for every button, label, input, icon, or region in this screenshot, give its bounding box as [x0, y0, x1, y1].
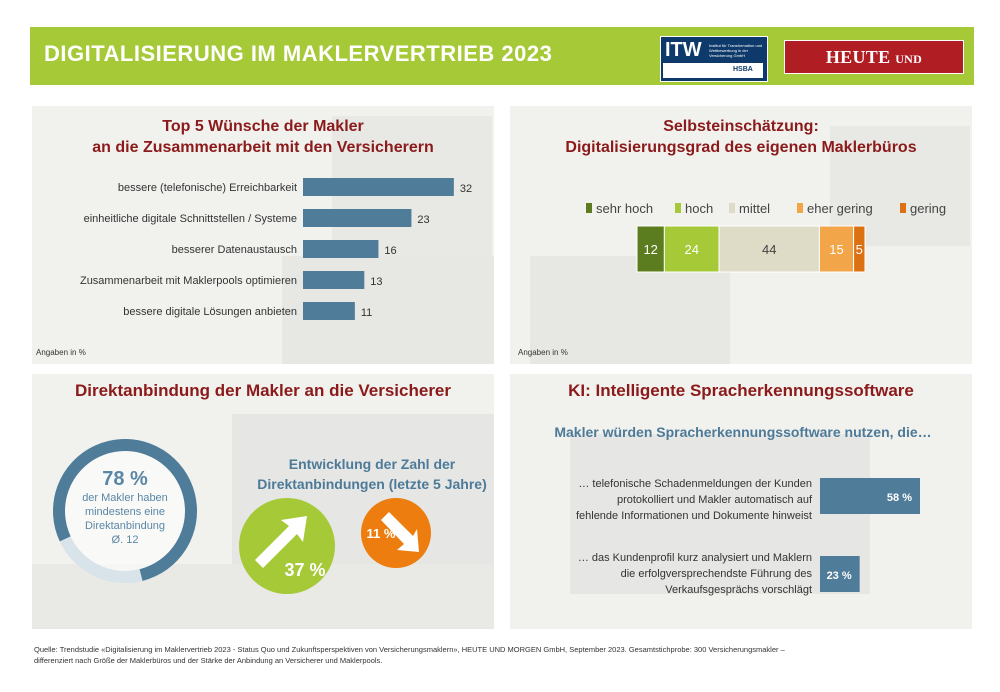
wishes-bar-chart: bessere (telefonische) Erreichbarkeit 32 e… — [80, 178, 472, 320]
stacked-segment — [853, 225, 866, 273]
legend-label: gering — [910, 201, 946, 216]
segment-value-label: 12 — [643, 242, 657, 257]
ki-item1-line2: protokolliert und Makler automatisch auf — [616, 494, 812, 506]
bar-value-label: 32 — [460, 183, 472, 195]
bar — [303, 240, 379, 258]
development-heading-line1: Entwicklung der Zahl der — [288, 456, 456, 472]
logo-word-heute: HEUTE — [825, 47, 891, 67]
direct-connection-donut — [53, 439, 197, 583]
stacked-segment — [818, 225, 855, 273]
header-banner: DIGITALISIERUNG IM MAKLERVERTRIEB 2023 I… — [30, 27, 974, 101]
hsba-logo: HSBA — [733, 66, 753, 73]
ki-item2-line3: Verkaufsgesprächs vorschlägt — [665, 584, 812, 596]
increase-circle: 37 % — [239, 498, 335, 594]
increase-label: 37 % — [284, 560, 325, 580]
source-note: Quelle: Trendstudie «Digitalisierung im … — [34, 644, 954, 666]
itw-logo: ITW Institut für Transformation und Wett… — [660, 36, 768, 82]
donut-line2: mindestens eine — [84, 506, 166, 518]
bar-category-label: Zusammenarbeit mit Maklerpools optimiere… — [80, 275, 297, 287]
ki-item2-text: … das Kundenprofil kurz analysiert und M… — [520, 550, 812, 598]
panel3-title: Direktanbindung der Makler an die Versic… — [74, 381, 452, 400]
legend-label: mittel — [739, 201, 770, 216]
legend-swatch — [586, 203, 592, 213]
development-heading: Entwicklung der Zahl der Direktanbindung… — [242, 454, 494, 494]
bar-value-label: 23 — [417, 214, 429, 226]
bar-category-label: bessere digitale Lösungen anbieten — [123, 306, 297, 318]
itw-logo-text: ITW — [665, 39, 702, 61]
panel-top5-wishes: Top 5 Wünsche der Makler an die Zusammen… — [32, 106, 494, 364]
segment-value-label: 44 — [762, 242, 776, 257]
bar-value-label: 13 — [370, 276, 382, 288]
page-title: DIGITALISIERUNG IM MAKLERVERTRIEB 2023 — [44, 41, 553, 66]
panel2-title-line1: Selbsteinschätzung: — [663, 118, 819, 135]
panel2-title-line2: Digitalisierungsgrad des eigenen Maklerb… — [565, 139, 917, 156]
logo-word-und: UND — [895, 52, 923, 66]
donut-line3: Direktanbindung — [84, 520, 166, 532]
decrease-label: 11 % — [367, 526, 396, 541]
legend-swatch — [675, 203, 681, 213]
bar — [303, 209, 412, 227]
panel4-title: KI: Intelligente Spracherkennungssoftwar… — [568, 381, 914, 400]
ki-bar-chart: 58 % 23 % — [820, 478, 920, 592]
ki-bar — [820, 478, 920, 514]
source-line2: differenziert nach Größe der Maklerbüros… — [34, 656, 383, 665]
logo-word-morgen: MORGEN — [831, 81, 917, 101]
panel1-title: Top 5 Wünsche der Makler an die Zusammen… — [32, 116, 494, 158]
panel-direct-connection: Direktanbindung der Makler an die Versic… — [32, 374, 494, 629]
stacked-segment — [718, 225, 820, 273]
legend-swatch — [900, 203, 906, 213]
panel1-title-line2: an die Zusammenarbeit mit den Versichere… — [92, 139, 434, 156]
bar — [303, 302, 355, 320]
legend-label: eher gering — [807, 201, 873, 216]
panel4-subtitle: Makler würden Spracherkennungssoftware n… — [554, 424, 932, 440]
panel-speech-recognition: KI: Intelligente Spracherkennungssoftwar… — [510, 374, 972, 629]
decrease-circle: 11 % — [361, 498, 431, 568]
ki-item2-line1: … das Kundenprofil kurz analysiert und M… — [577, 552, 812, 564]
development-heading-line2: Direktanbindungen (letzte 5 Jahre) — [257, 476, 487, 492]
ki-item1-line3: fehlende Informationen und Dokumente hin… — [575, 510, 812, 522]
segment-value-label: 15 — [829, 242, 843, 257]
increase-circle-bg — [239, 498, 335, 594]
itw-logo-strip: HSBA — [663, 63, 763, 78]
segment-value-label: 5 — [856, 242, 863, 257]
stacked-segment — [663, 225, 720, 273]
panel1-note: Angaben in % — [36, 348, 86, 357]
ki-bar — [820, 556, 860, 592]
donut-percentage: 78 % — [102, 468, 148, 490]
bar — [303, 178, 454, 196]
panel1-title-line1: Top 5 Wünsche der Makler — [162, 118, 364, 135]
bar-category-label: einheitliche digitale Schnittstellen / S… — [84, 213, 297, 225]
donut-line4: Ø. 12 — [111, 534, 139, 546]
ki-item1-line1: … telefonische Schadenmeldungen der Kund… — [578, 478, 812, 490]
arrow-down-right-icon — [381, 512, 419, 552]
bar — [303, 271, 365, 289]
panel2-note: Angaben in % — [518, 348, 568, 357]
arrow-up-right-icon — [255, 516, 307, 568]
stacked-segment — [636, 225, 665, 273]
ki-bar-value-label: 58 % — [887, 492, 912, 504]
legend-swatch — [729, 203, 735, 213]
legend-label: hoch — [685, 201, 713, 216]
segment-value-label: 24 — [684, 242, 698, 257]
legend-swatch — [797, 203, 803, 213]
legend-label: sehr hoch — [596, 201, 653, 216]
bar-value-label: 16 — [384, 245, 396, 257]
heute-und-morgen-logo: HEUTE UND MORGEN — [784, 40, 964, 101]
bar-category-label: besserer Datenaustausch — [172, 244, 297, 256]
panel-self-assessment: Selbsteinschätzung: Digitalisierungsgrad… — [510, 106, 972, 364]
donut-center — [59, 445, 191, 577]
donut-line1: der Makler haben — [82, 492, 168, 504]
source-line1: Quelle: Trendstudie «Digitalisierung im … — [34, 645, 785, 654]
ki-item2-line2: die erfolgversprechendste Führung des — [620, 568, 812, 580]
ki-item1-text: … telefonische Schadenmeldungen der Kund… — [520, 476, 812, 524]
donut-label: 78 % der Makler haben mindestens eine Di… — [64, 468, 186, 547]
bar-value-label: 11 — [361, 307, 372, 319]
bar-category-label: bessere (telefonische) Erreichbarkeit — [118, 182, 297, 194]
panel2-title: Selbsteinschätzung: Digitalisierungsgrad… — [510, 116, 972, 158]
ki-bar-value-label: 23 % — [827, 570, 852, 582]
itw-logo-subtitle: Institut für Transformation und Wettbewe… — [709, 43, 763, 58]
digitalization-stacked-bar: sehr hoch hoch mittel eher gering gering 12 24… — [586, 201, 946, 273]
